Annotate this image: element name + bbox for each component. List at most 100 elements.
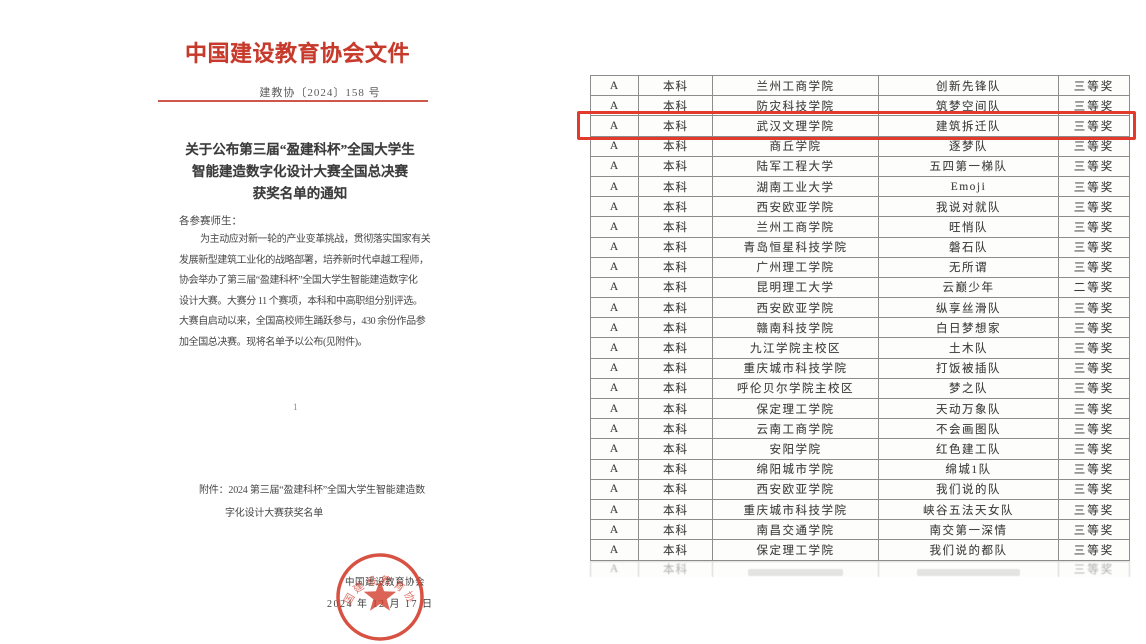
cell-category: A: [590, 298, 638, 318]
page-number: 1: [293, 402, 298, 412]
cell-award: 三等奖: [1058, 298, 1130, 318]
cell-school: 西安欧亚学院: [712, 479, 878, 499]
cell-category: A: [590, 399, 638, 419]
red-divider-line: [158, 100, 428, 102]
cell-level: 本科: [638, 540, 712, 560]
cell-team: 无所谓: [878, 257, 1058, 277]
table-row: A 本科 呼伦贝尔学院主校区 梦之队 三等奖: [590, 377, 1130, 398]
cell-school: 广州理工学院: [712, 257, 878, 277]
cell-award: 三等奖: [1058, 76, 1130, 96]
cell-award: 三等奖: [1058, 176, 1130, 197]
cell-team: 我们说的队: [878, 479, 1058, 499]
award-table: A 本科 兰州工商学院 创新先锋队 三等奖 A 本科 防灾科技学院 筑梦空间队 三等奖 A 本科 武汉文…: [577, 75, 1136, 577]
cell-level: 本科: [638, 358, 712, 378]
cell-team: 南交第一深情: [878, 520, 1058, 540]
table-row: A 本科 青岛恒星科技学院 磐石队 三等奖: [590, 236, 1130, 257]
cell-award: 三等奖: [1058, 197, 1130, 217]
cell-team: 我们说的都队: [878, 540, 1058, 560]
cell-category: A: [590, 96, 638, 116]
table-row: A 本科 湖南工业大学 Emoji 三等奖: [590, 175, 1130, 197]
table-row-partial: A 本科 三等奖: [590, 560, 1130, 577]
cell-level: 本科: [638, 96, 712, 116]
table-row: A 本科 重庆城市科技学院 打饭被插队 三等奖: [590, 357, 1130, 378]
cell-level: 本科: [638, 439, 712, 459]
cell-team: 纵享丝滑队: [878, 298, 1058, 318]
attachment-line: 附件：2024 第三届“盈建科杯”全国大学生智能建造数: [199, 485, 425, 496]
cell-school: 重庆城市科技学院: [712, 358, 878, 378]
attachment-note: 附件：2024 第三届“盈建科杯”全国大学生智能建造数 字化设计大赛获奖名单: [199, 480, 425, 525]
cell-category: A: [590, 217, 638, 237]
cell-award: 三等奖: [1058, 540, 1130, 560]
cell-school: 九江学院主校区: [712, 338, 878, 358]
cell-award: 三等奖: [1058, 156, 1130, 176]
cell-award: 二等奖: [1058, 277, 1130, 298]
signature-date: 2024 年 12 月 17 日: [327, 599, 434, 610]
body-line: 为主动应对新一轮的产业变革挑战，贯彻落实国家有关: [200, 234, 431, 245]
table-row: A 本科 兰州工商学院 旺悄队 三等奖: [590, 216, 1130, 237]
cell-category: A: [590, 479, 638, 499]
illegible-text-smudge: [916, 569, 1021, 576]
cell-school: 青岛恒星科技学院: [712, 237, 878, 257]
cell-team: 我说对就队: [878, 197, 1058, 217]
cell-school: 保定理工学院: [712, 540, 878, 560]
cell-level: 本科: [638, 399, 712, 419]
document-header-title: 中国建设教育协会文件: [184, 41, 410, 66]
table-row: A 本科 昆明理工大学 云巅少年 二等奖: [590, 276, 1130, 298]
cell-level: 本科: [638, 459, 712, 479]
cell-category: A: [590, 197, 638, 217]
cell-level: 本科: [638, 277, 712, 298]
signature-org-name: 中国建设教育协会: [345, 578, 426, 588]
table-row: A 本科 广州理工学院 无所谓 三等奖: [590, 256, 1130, 277]
cell-level: 本科: [638, 378, 712, 398]
cell-team: 不会画图队: [878, 419, 1058, 439]
notice-title-line: 关于公布第三届“盈建科杯”全国大学生: [185, 142, 415, 157]
cell-category: A: [590, 540, 638, 560]
cell-level: 本科: [638, 298, 712, 318]
attachment-line: 字化设计大赛获奖名单: [225, 507, 323, 519]
cell-school: 西安欧亚学院: [712, 298, 878, 318]
cell-award: 三等奖: [1058, 257, 1130, 277]
cell-category: A: [590, 277, 638, 298]
cell-award: 三等奖: [1058, 237, 1130, 257]
cell-award: 三等奖: [1058, 439, 1130, 459]
cell-award: 三等奖: [1058, 479, 1130, 499]
table-row: A 本科 九江学院主校区 土木队 三等奖: [590, 337, 1130, 358]
cell-team: 云巅少年: [878, 277, 1058, 298]
cell-level: 本科: [638, 561, 712, 577]
award-table-rows: A 本科 兰州工商学院 创新先锋队 三等奖 A 本科 防灾科技学院 筑梦空间队 三等奖 A 本科 武汉文…: [577, 75, 1136, 561]
cell-school: 陆军工程大学: [712, 156, 878, 176]
cell-school: 武汉文理学院: [712, 116, 878, 136]
cell-school: 南昌交通学院: [712, 520, 878, 540]
cell-school: [712, 561, 878, 577]
notice-title: 关于公布第三届“盈建科杯”全国大学生 智能建造数字化设计大赛全国总决赛 获奖名单…: [90, 139, 510, 205]
table-row: A 本科 云南工商学院 不会画图队 三等奖: [590, 418, 1130, 439]
cell-category: A: [590, 499, 638, 520]
cell-category: A: [590, 561, 638, 577]
cell-team: 旺悄队: [878, 217, 1058, 237]
cell-school: 安阳学院: [712, 439, 878, 459]
seal-ring: [336, 553, 424, 641]
cell-school: 呼伦贝尔学院主校区: [712, 378, 878, 398]
cell-award: 三等奖: [1058, 399, 1130, 419]
cell-award: 三等奖: [1058, 378, 1130, 398]
table-row: A 本科 陆军工程大学 五四第一梯队 三等奖: [590, 155, 1130, 176]
table-row: A 本科 南昌交通学院 南交第一深情 三等奖: [590, 519, 1130, 540]
table-row: A 本科 西安欧亚学院 我们说的队 三等奖: [590, 478, 1130, 499]
cell-school: 湖南工业大学: [712, 176, 878, 197]
cell-level: 本科: [638, 237, 712, 257]
cell-category: A: [590, 378, 638, 398]
cell-school: 赣南科技学院: [712, 318, 878, 338]
cell-award: 三等奖: [1058, 561, 1130, 577]
cell-award: 三等奖: [1058, 96, 1130, 116]
official-seal-stamp: 中国建设教育协会: [330, 549, 424, 641]
cell-team: 峡谷五法天女队: [878, 499, 1058, 520]
cell-level: 本科: [638, 499, 712, 520]
cell-team: 白日梦想家: [878, 318, 1058, 338]
table-row: A 本科 兰州工商学院 创新先锋队 三等奖: [590, 75, 1130, 96]
seal-star-icon: [363, 580, 397, 611]
cell-school: 云南工商学院: [712, 419, 878, 439]
cell-category: A: [590, 76, 638, 96]
table-row: A 本科 保定理工学院 我们说的都队 三等奖: [590, 539, 1130, 560]
cell-level: 本科: [638, 116, 712, 136]
